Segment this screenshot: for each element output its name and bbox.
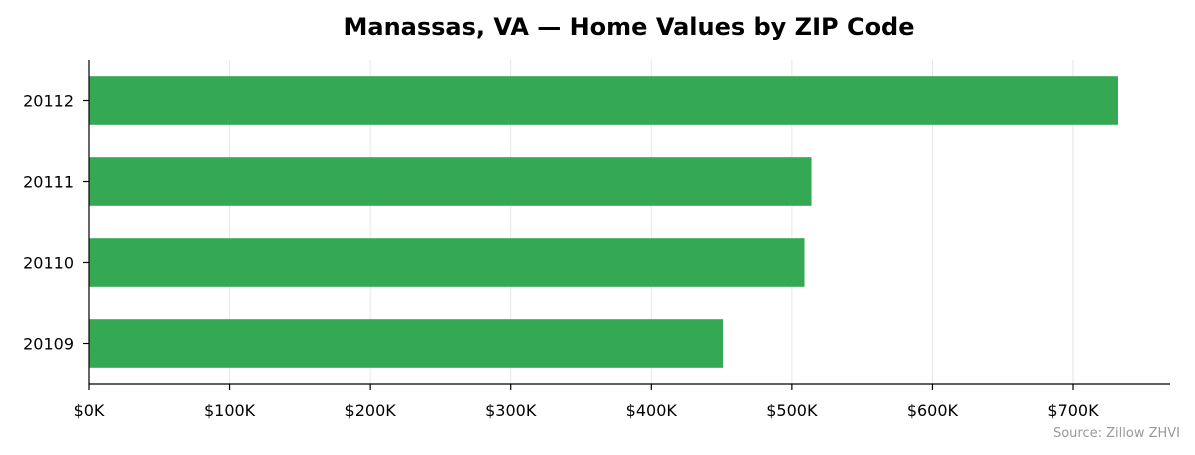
x-tick-label: $500K [766, 401, 818, 420]
bar-20109 [89, 319, 723, 368]
y-tick-label: 20110 [23, 254, 74, 273]
y-tick-label: 20109 [23, 335, 74, 354]
x-tick-label: $100K [204, 401, 256, 420]
x-tick-label: $300K [485, 401, 537, 420]
y-tick-label: 20112 [23, 92, 74, 111]
x-axis-ticks: $0K $100K $200K $300K $400K $500K $600K $700K [74, 384, 1099, 420]
source-note: Source: Zillow ZHVI [1053, 426, 1180, 441]
x-tick-label: $700K [1047, 401, 1099, 420]
bar-20111 [89, 157, 812, 206]
bar-20110 [89, 238, 805, 287]
bar-20112 [89, 76, 1118, 125]
x-tick-label: $600K [907, 401, 959, 420]
x-tick-label: $0K [74, 401, 105, 420]
x-tick-label: $400K [626, 401, 678, 420]
x-tick-label: $200K [345, 401, 397, 420]
chart-title: Manassas, VA — Home Values by ZIP Code [343, 13, 914, 41]
y-tick-label: 20111 [23, 173, 74, 192]
y-axis-ticks: 20109 20110 20111 20112 [23, 92, 89, 354]
bars [89, 76, 1118, 368]
